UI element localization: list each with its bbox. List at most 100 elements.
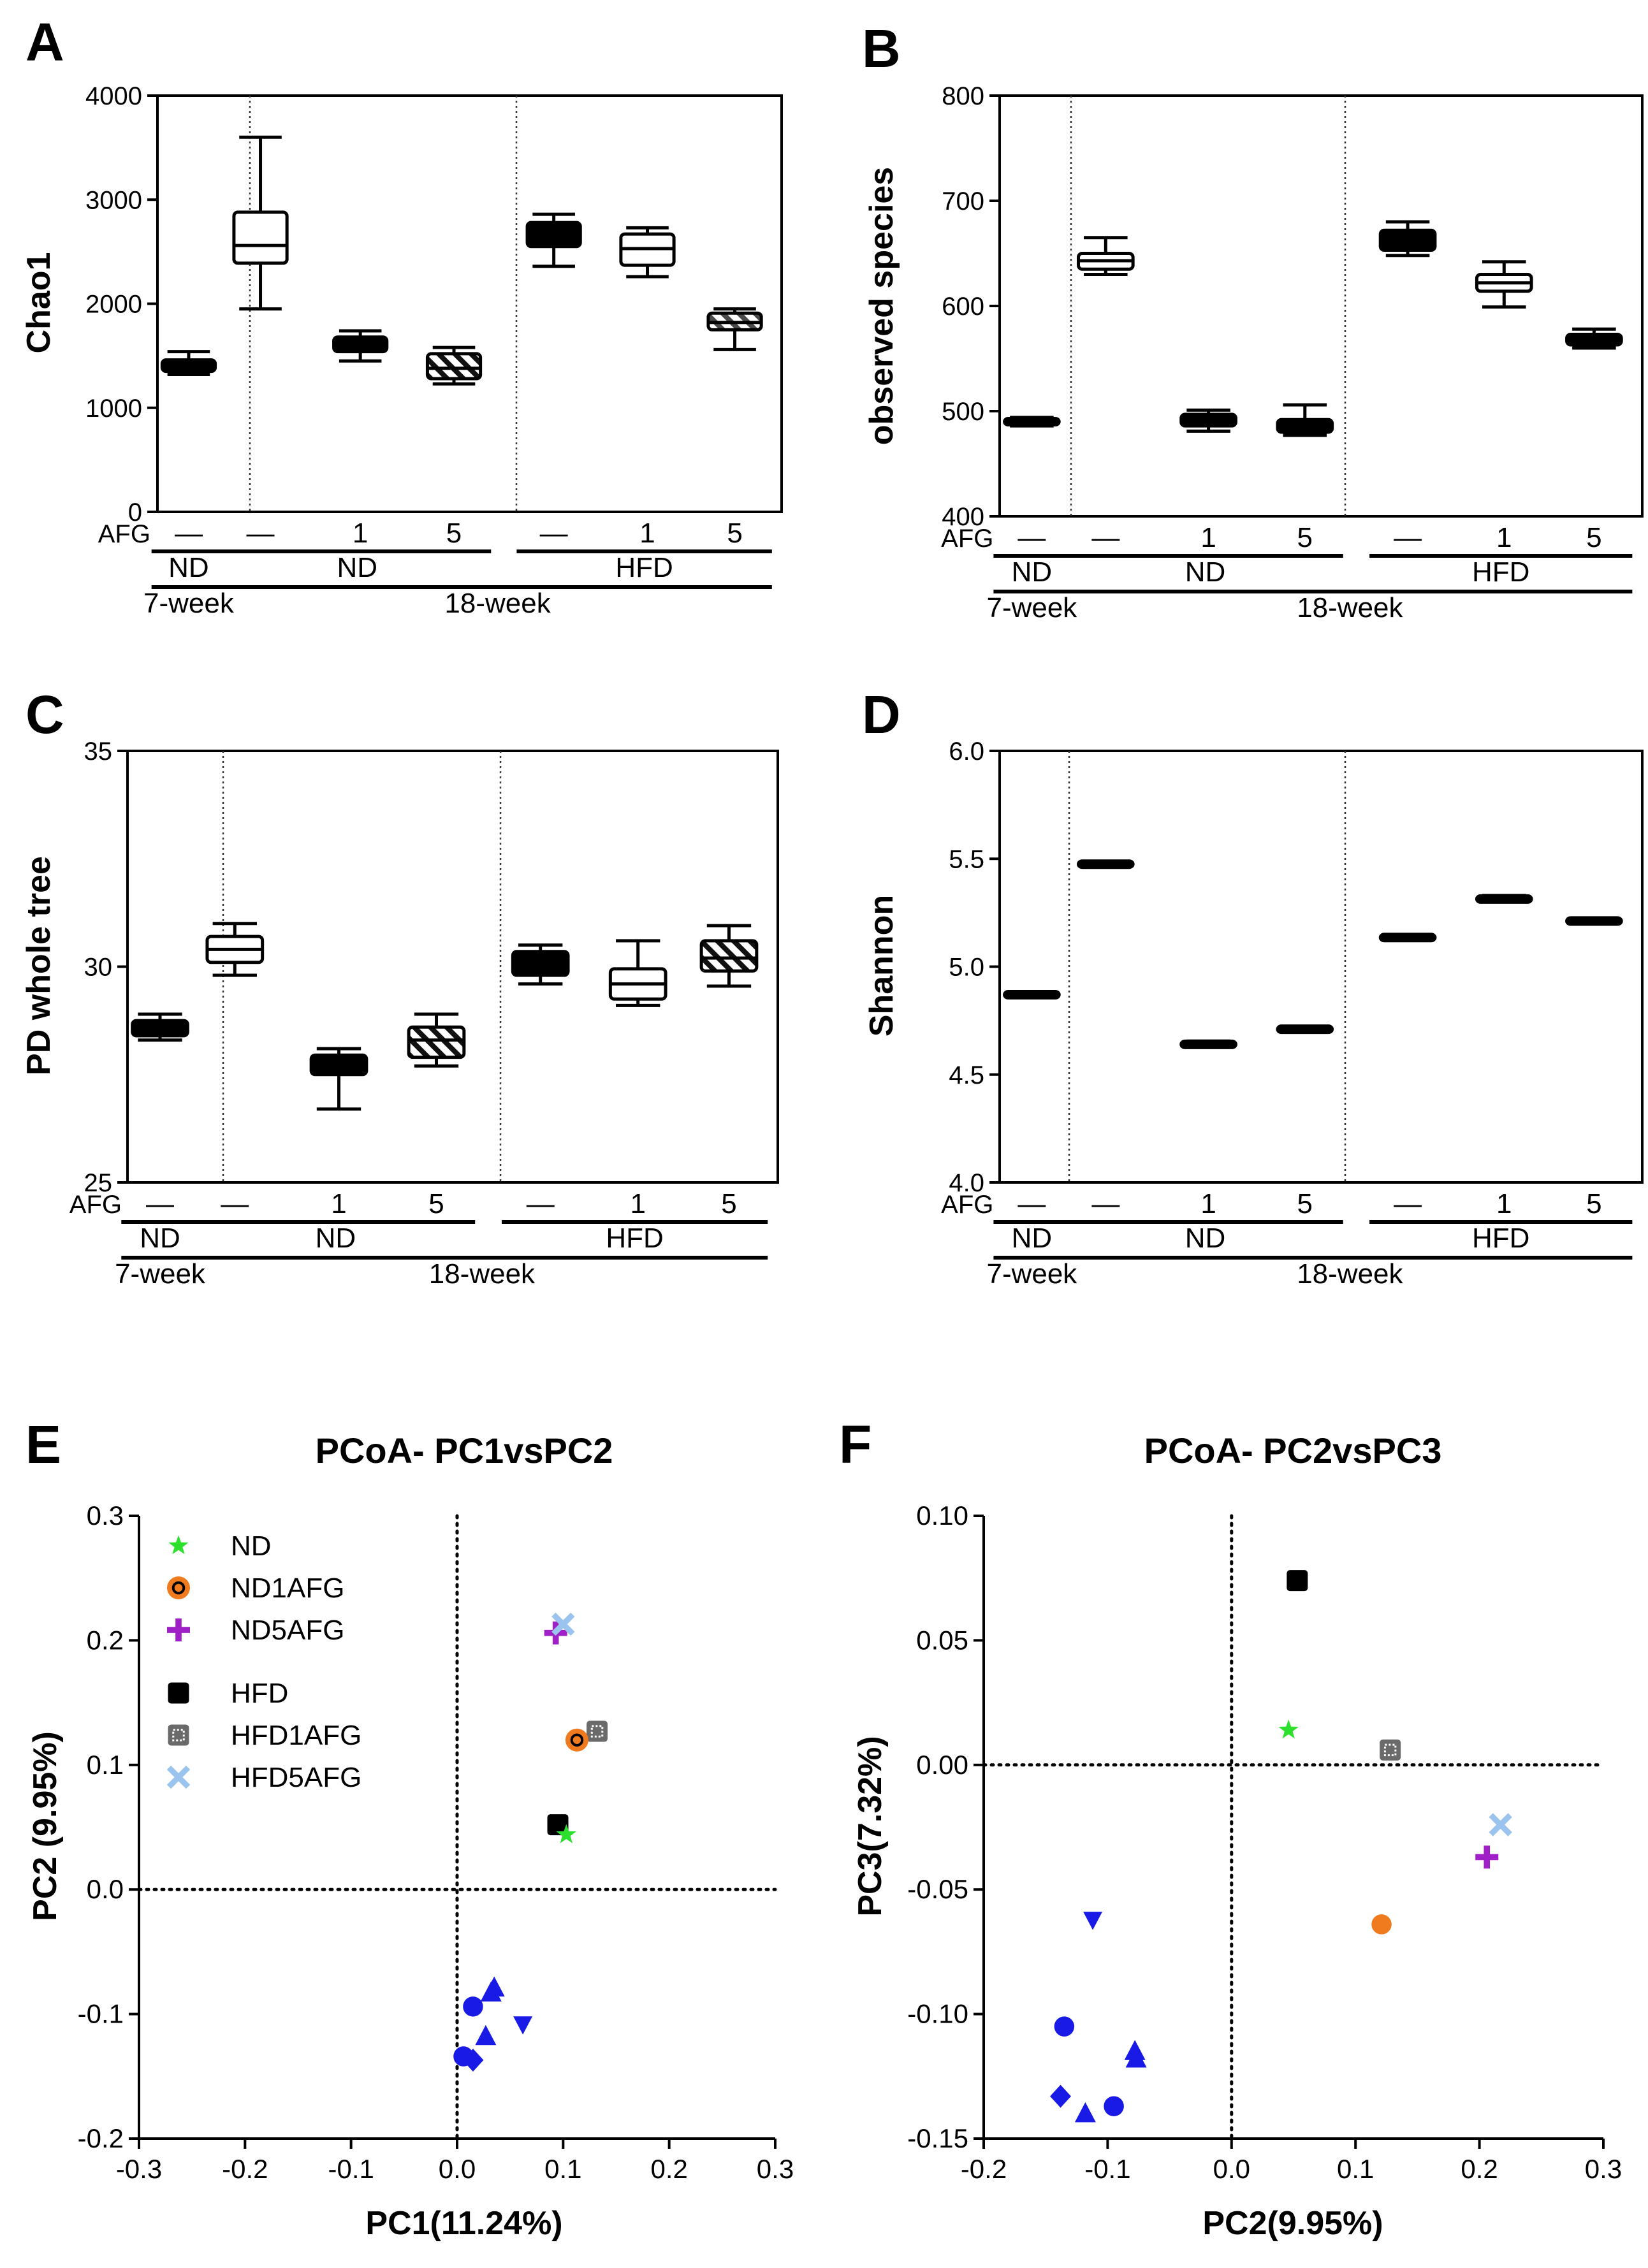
panel-letter-d: D (862, 685, 901, 745)
marker-stroke-b (166, 1765, 191, 1789)
group-label: ND (1012, 556, 1053, 588)
box-body (407, 1025, 466, 1059)
point-group-triangle-up (1074, 2102, 1096, 2123)
box-4 (1378, 220, 1437, 258)
panel-c-y-axis-label: PD whole tree (20, 856, 57, 1075)
y-tick-label: 0 (128, 498, 142, 527)
afg-level-label: — (221, 1188, 249, 1219)
y-tick-label: 0.05 (916, 1625, 968, 1655)
afg-level-label: 5 (1297, 1188, 1313, 1219)
legend-label: ND (231, 1530, 272, 1562)
plot-frame (998, 750, 1644, 1184)
y-tick-label: 5.0 (949, 954, 984, 982)
y-tick-label: 800 (942, 82, 984, 110)
group-label: ND (168, 552, 209, 583)
point-nd (1278, 1719, 1299, 1739)
x-tick-label: -0.1 (1084, 2154, 1130, 2184)
box-1 (232, 135, 289, 311)
legend-item-nd: ND (168, 1530, 272, 1562)
x-tick-label: 0.2 (1461, 2154, 1498, 2184)
group-label: HFD (1472, 1223, 1529, 1254)
group-label: ND (140, 1223, 180, 1254)
marker-dots (1383, 1743, 1397, 1757)
y-tick-label: 500 (942, 398, 984, 426)
age-label: 18-week (1297, 592, 1403, 623)
afg-level-label: — (1394, 522, 1422, 553)
box-2 (1179, 408, 1237, 433)
box-5 (1475, 260, 1533, 309)
legend-label: HFD5AFG (231, 1762, 361, 1793)
plot-frame (126, 750, 779, 1184)
plot-frame (156, 94, 783, 513)
panel-letter-f: F (839, 1414, 871, 1474)
panel-letter-b: B (862, 18, 901, 78)
point-group-triangle-down (1083, 1912, 1103, 1930)
box-3 (1276, 1024, 1334, 1035)
box-5 (1475, 894, 1533, 904)
legend-label: HFD1AFG (231, 1720, 361, 1751)
group-label: HFD (615, 552, 673, 583)
x-tick-label: 0.2 (650, 2154, 687, 2184)
point-group-circle (463, 1996, 483, 2017)
age-label: 7-week (143, 588, 235, 619)
legend-marker (168, 1724, 189, 1746)
y-tick-label: 30 (84, 954, 113, 982)
box-2 (332, 329, 389, 363)
group-label: ND (1012, 1223, 1053, 1254)
panel-b-y-axis-label: observed species (863, 167, 900, 445)
afg-level-label: 1 (331, 1188, 346, 1219)
point-hfd1afg (1380, 1739, 1401, 1761)
x-tick-label: -0.2 (961, 2154, 1007, 2184)
afg-level-label: 5 (1586, 522, 1601, 553)
group-label: ND (337, 552, 377, 583)
marker-outer (565, 1728, 588, 1752)
group-label: ND (1185, 556, 1226, 588)
box-1 (205, 922, 265, 977)
afg-level-label: — (1017, 522, 1046, 553)
panel-f-pcoa-pc2-pc3: PCoA- PC2vsPC3 PC2(9.95%) PC3(7.32%) -0.… (852, 1430, 1622, 2242)
age-label: 7-week (986, 1258, 1077, 1290)
y-tick-label: 4.0 (949, 1169, 984, 1197)
panel-d-y-axis-label: Shannon (863, 895, 900, 1036)
box-2 (1179, 1039, 1237, 1049)
y-tick-label: 0.00 (916, 1750, 968, 1780)
afg-level-label: — (1091, 1188, 1119, 1219)
box-6 (706, 307, 763, 351)
x-tick-label: -0.3 (116, 2154, 162, 2184)
legend-item-nd1afg: ND1AFG (167, 1573, 344, 1604)
y-tick-label: 600 (942, 293, 984, 321)
x-tick-label: 0.1 (1337, 2154, 1374, 2184)
chart-title: PCoA- PC1vsPC2 (316, 1430, 613, 1471)
point-group-circle (1104, 2096, 1124, 2116)
x-tick-label: -0.2 (222, 2154, 268, 2184)
y-tick-label: 25 (84, 1169, 113, 1197)
age-label: 7-week (986, 592, 1077, 623)
y-tick-label: -0.2 (78, 2123, 124, 2153)
y-tick-label: 3000 (85, 186, 142, 214)
box-5 (608, 939, 667, 1007)
y-tick-label: 4.5 (949, 1061, 984, 1089)
marker-square (1380, 1739, 1401, 1761)
point-nd (556, 1824, 576, 1843)
marker-stroke-b (551, 1612, 575, 1636)
box-body (699, 939, 759, 973)
afg-level-label: — (247, 518, 275, 549)
afg-level-label: 5 (428, 1188, 444, 1219)
afg-level-label: 5 (446, 518, 462, 549)
box-3 (425, 345, 483, 386)
x-tick-label: -0.1 (328, 2154, 374, 2184)
marker-square (168, 1724, 189, 1746)
afg-level-label: — (540, 518, 568, 549)
panel-c-pd-whole-tree: 25 30 35 AFG — — 1 5 — 1 5 ND ND HFD 7-week 18-week (69, 738, 779, 1290)
marker-inner-ring (171, 1581, 186, 1595)
afg-axis-label: AFG (941, 1191, 993, 1219)
y-tick-label: 2000 (85, 291, 142, 319)
point-hfd (1287, 1570, 1308, 1592)
x-axis-label: PC2(9.95%) (1202, 2205, 1383, 2242)
point-group-triangle-up (480, 1981, 502, 2002)
x-axis-label: PC1(11.24%) (365, 2205, 562, 2242)
legend: ND ND1AFG ND5AFG HFD HFD1AFG HFD5AFG (166, 1530, 361, 1793)
marker-outer (167, 1576, 190, 1599)
point-nd1afg (565, 1728, 588, 1752)
point-group-diamond (462, 2048, 484, 2072)
